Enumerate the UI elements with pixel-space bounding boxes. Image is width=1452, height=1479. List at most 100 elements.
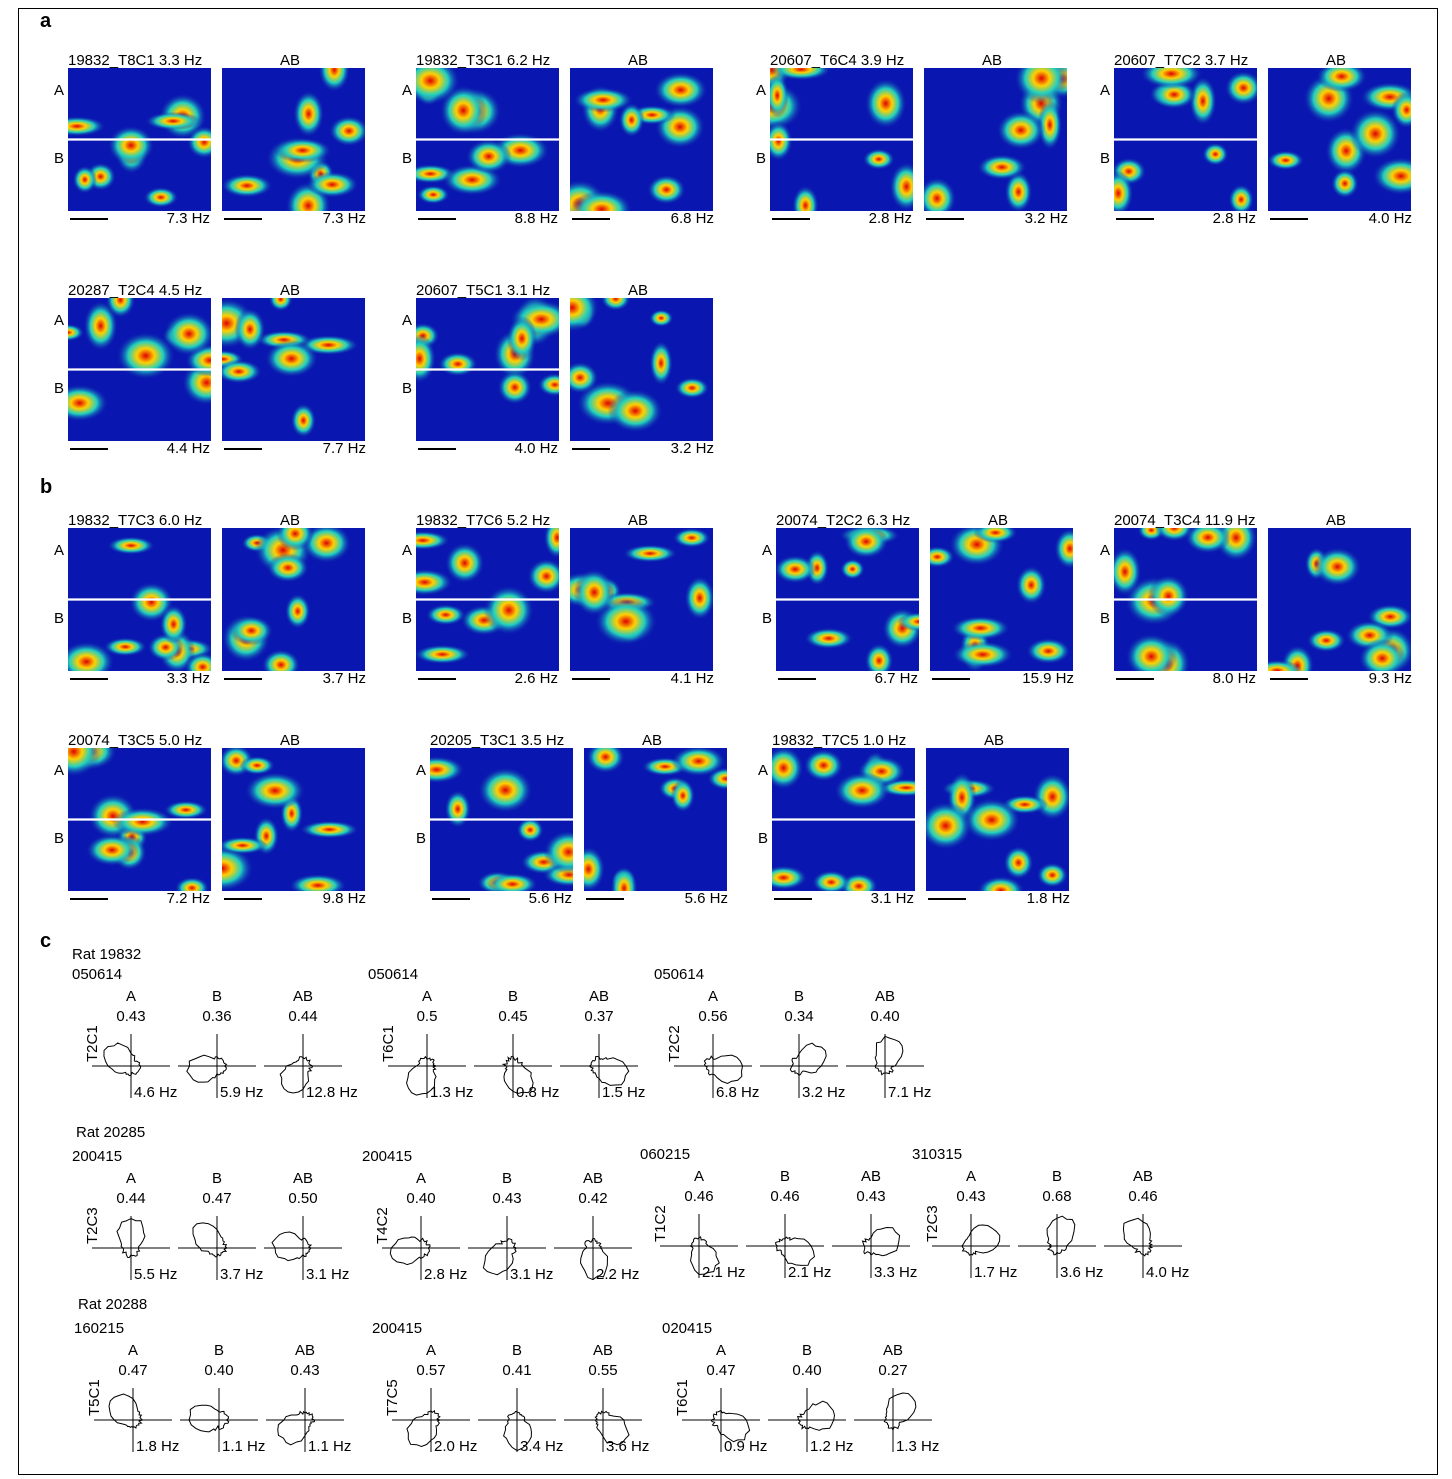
cell-title: 19832_T8C1 3.3 Hz [68, 52, 203, 69]
condition-label: B [507, 988, 518, 1005]
firing-field [1054, 528, 1073, 570]
polar-plot: AB 0.46 4.0 Hz [1104, 1168, 1189, 1281]
condition-label: B [801, 1342, 812, 1359]
firing-field [811, 870, 851, 891]
scale-bar [572, 218, 610, 220]
figure-frame [18, 8, 1438, 1475]
tuning-curve [710, 1409, 751, 1443]
rate-map-ab [1268, 528, 1411, 671]
condition-label: AB [882, 1342, 903, 1359]
tuning-curve [503, 1410, 532, 1452]
scale-bar [572, 448, 610, 450]
firing-field [305, 171, 359, 198]
rate-map-group: 19832_T3C1 6.2 Hz AB A B 8.8 Hz 6.8 Hz [402, 52, 716, 242]
rayleigh-value: 0.44 [288, 1008, 318, 1025]
firing-field [618, 102, 645, 138]
rayleigh-value: 0.68 [1042, 1188, 1072, 1205]
ab-label: AB [642, 732, 663, 749]
rayleigh-value: 0.40 [870, 1008, 900, 1025]
rate-map-group: 20205_T3C1 3.5 Hz AB A B 5.6 Hz 5.6 Hz [416, 732, 730, 922]
rate-map-group: 19832_T7C5 1.0 Hz AB A B 3.1 Hz 1.8 Hz [758, 732, 1072, 922]
firing-field [264, 339, 319, 378]
tuning-curve [103, 1042, 142, 1077]
rate-map-split [770, 68, 913, 211]
row-label-a: A [1100, 542, 1111, 559]
firing-field [416, 568, 453, 596]
row-label-a: A [762, 542, 773, 559]
rate-map-group: 20074_T3C5 5.0 Hz AB A B 7.2 Hz 9.8 Hz [54, 732, 368, 922]
firing-field [792, 185, 819, 211]
tuning-curve [501, 1055, 534, 1095]
condition-label: AB [588, 988, 609, 1005]
firing-field [222, 836, 269, 855]
rate-map-group: 19832_T7C6 5.2 Hz AB A B 2.6 Hz 4.1 Hz [402, 512, 716, 702]
tuning-curve [594, 1410, 630, 1446]
peak-rate: 3.2 Hz [802, 1084, 846, 1101]
tuning-curve [789, 1042, 827, 1077]
peak-rate: 4.0 Hz [1146, 1264, 1190, 1281]
ab-label: AB [280, 512, 301, 529]
rayleigh-value: 0.57 [416, 1362, 446, 1379]
polar-plot: A 0.46 2.1 Hz [660, 1168, 745, 1281]
cell-title: 19832_T7C6 5.2 Hz [416, 512, 551, 529]
ab-label: AB [984, 732, 1005, 749]
peak-rate: 7.3 Hz [322, 210, 366, 227]
firing-field [1349, 108, 1402, 160]
firing-field [670, 778, 696, 813]
rayleigh-value: 0.40 [406, 1190, 436, 1207]
tuning-curve [406, 1409, 441, 1447]
rayleigh-value: 0.44 [116, 1190, 146, 1207]
firing-field [290, 403, 317, 438]
ab-label: AB [628, 512, 649, 529]
firing-field [416, 530, 451, 551]
row-label-b: B [416, 830, 427, 847]
rayleigh-value: 0.34 [784, 1008, 814, 1025]
firing-field [537, 373, 559, 397]
rate-map-group: 20607_T6C4 3.9 Hz AB A B 2.8 Hz 3.2 Hz [756, 52, 1070, 242]
row-label-b: B [402, 380, 413, 397]
peak-rate: 3.3 Hz [874, 1264, 918, 1281]
row-label-a: A [416, 762, 427, 779]
firing-field [416, 644, 471, 665]
firing-field [570, 298, 600, 333]
peak-rate: 4.1 Hz [670, 670, 714, 687]
firing-field [1315, 68, 1368, 93]
firing-field [72, 165, 98, 194]
row-label-a: A [756, 82, 767, 99]
firing-field [804, 627, 854, 650]
firing-field [184, 652, 211, 671]
polar-plot: A 0.56 6.8 Hz [674, 988, 759, 1101]
firing-field [649, 309, 674, 327]
firing-field [328, 115, 365, 147]
condition-label: B [501, 1170, 512, 1187]
condition-label: AB [860, 1168, 881, 1185]
firing-field [487, 872, 538, 891]
peak-rate: 6.8 Hz [716, 1084, 760, 1101]
polar-plot: AB 0.43 3.3 Hz [832, 1168, 917, 1281]
firing-field [570, 361, 599, 394]
tuning-curve [186, 1054, 228, 1083]
scale-bar [586, 898, 624, 900]
peak-rate: 1.1 Hz [222, 1438, 266, 1455]
scale-bar [572, 678, 610, 680]
firing-field [1114, 547, 1142, 597]
firing-field [653, 71, 708, 109]
polar-plot: B 0.45 0.8 Hz [474, 988, 559, 1101]
firing-field [1268, 150, 1305, 171]
peak-rate: 1.8 Hz [136, 1438, 180, 1455]
peak-rate: 1.3 Hz [430, 1084, 474, 1101]
polar-plot: B 0.47 3.7 Hz [178, 1170, 263, 1283]
row-label-a: A [54, 312, 65, 329]
firing-field [68, 748, 102, 777]
firing-field [1004, 170, 1033, 211]
firing-field [103, 637, 147, 657]
firing-field [159, 604, 188, 644]
peak-rate: 3.2 Hz [670, 440, 714, 457]
firing-field [288, 873, 347, 891]
rayleigh-value: 0.50 [288, 1190, 318, 1207]
cell-title: 20074_T2C2 6.3 Hz [776, 512, 911, 529]
polar-plot: AB 0.40 7.1 Hz [846, 988, 931, 1101]
firing-field [1026, 638, 1071, 665]
cell-title: 20287_T2C4 4.5 Hz [68, 282, 203, 299]
firing-field [174, 876, 210, 891]
